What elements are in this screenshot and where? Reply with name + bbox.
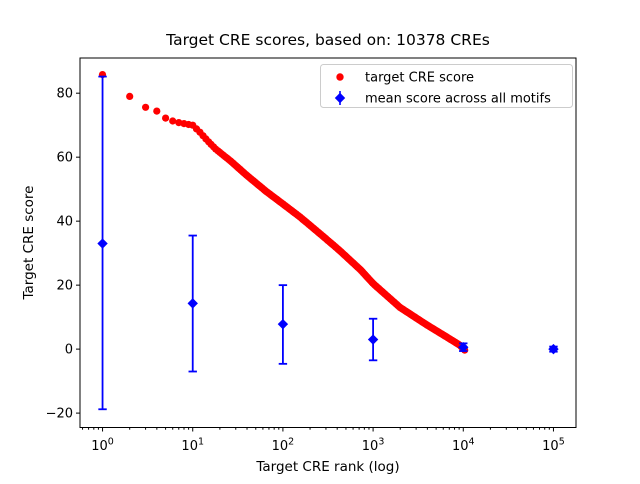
x-tick-label: 101 bbox=[181, 437, 204, 455]
chart-title: Target CRE scores, based on: 10378 CREs bbox=[165, 31, 490, 49]
target-score-point bbox=[153, 107, 161, 115]
legend-target-marker-icon bbox=[336, 73, 344, 81]
mean-score-series bbox=[97, 75, 559, 411]
x-tick-label: 105 bbox=[542, 437, 565, 455]
axis-major-ticks bbox=[76, 92, 554, 432]
x-tick-label: 100 bbox=[91, 437, 114, 455]
y-tick-label: 20 bbox=[56, 279, 73, 294]
legend-mean-marker-icon bbox=[334, 92, 346, 104]
plot-border bbox=[79, 57, 577, 428]
mean-score-point bbox=[187, 298, 198, 309]
y-tick-label: 80 bbox=[56, 87, 73, 102]
target-score-series bbox=[98, 71, 469, 354]
x-tick-label: 103 bbox=[362, 437, 385, 455]
target-score-point bbox=[169, 117, 177, 125]
y-tick-label: 60 bbox=[56, 151, 73, 166]
mean-score-point bbox=[277, 318, 289, 330]
axis-tick-labels: 100 101 102 103 104 105 −20 0 20 40 60 80 bbox=[46, 87, 565, 454]
y-axis-label: Target CRE score bbox=[21, 186, 37, 301]
x-axis-label: Target CRE rank (log) bbox=[255, 459, 399, 475]
x-tick-label: 102 bbox=[272, 437, 295, 455]
target-score-point bbox=[126, 92, 134, 100]
y-tick-label: 0 bbox=[65, 343, 73, 358]
target-score-point bbox=[162, 114, 170, 122]
legend-border bbox=[320, 64, 573, 108]
mean-score-point bbox=[458, 342, 469, 353]
y-tick-label: −20 bbox=[46, 407, 73, 422]
legend-mean-label: mean score across all motifs bbox=[365, 92, 551, 107]
target-score-point bbox=[142, 103, 150, 111]
mean-score-point bbox=[548, 343, 559, 355]
legend-target-label: target CRE score bbox=[365, 71, 474, 86]
mean-score-point bbox=[97, 238, 108, 249]
mean-score-point bbox=[367, 334, 379, 345]
legend: target CRE score mean score across all m… bbox=[320, 64, 573, 108]
x-tick-label: 104 bbox=[452, 437, 475, 455]
y-tick-label: 40 bbox=[56, 215, 73, 230]
